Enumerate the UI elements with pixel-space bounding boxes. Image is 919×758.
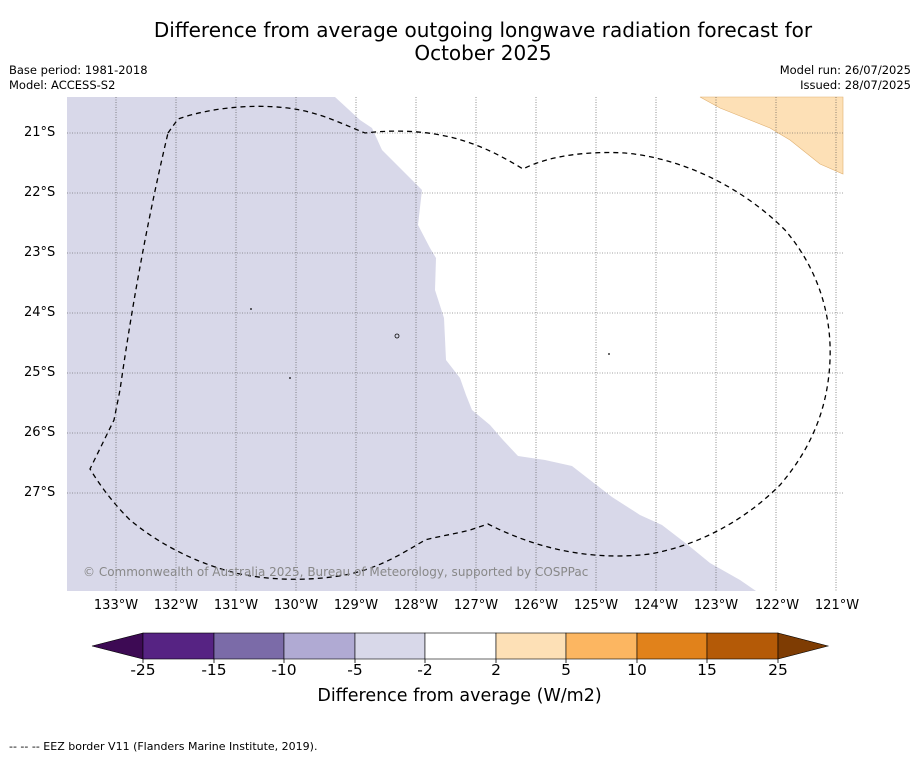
colorbar-tick-label: -5 bbox=[347, 661, 363, 679]
colorbar-segment bbox=[213, 632, 285, 660]
lon-label: 122°W bbox=[754, 598, 800, 613]
colorbar-tick-label: -10 bbox=[271, 661, 297, 679]
map-title: Difference from average outgoing longwav… bbox=[0, 19, 919, 65]
lon-label: 130°W bbox=[273, 598, 319, 613]
lat-label: 25°S bbox=[24, 365, 56, 380]
colorbar-tick-label: 5 bbox=[561, 661, 571, 679]
latitude-gridlines bbox=[67, 132, 843, 494]
lon-label: 121°W bbox=[814, 598, 860, 613]
colorbar-extend-high bbox=[777, 632, 830, 660]
lat-label: 21°S bbox=[24, 125, 56, 140]
colorbar-extend-low bbox=[91, 632, 144, 660]
copyright-notice: © Commonwealth of Australia 2025, Bureau… bbox=[83, 565, 589, 579]
lon-label: 128°W bbox=[393, 598, 439, 613]
colorbar-segment bbox=[565, 632, 638, 660]
eez-footnote: -- -- -- EEZ border V11 (Flanders Marine… bbox=[9, 740, 318, 753]
title-line-2: October 2025 bbox=[414, 41, 552, 65]
island-marker bbox=[289, 377, 291, 379]
colorbar-segment bbox=[283, 632, 356, 660]
lon-label: 127°W bbox=[453, 598, 499, 613]
title-line-1: Difference from average outgoing longwav… bbox=[153, 18, 813, 42]
colorbar-tick-label: -2 bbox=[417, 661, 433, 679]
colorbar bbox=[91, 632, 830, 660]
lon-label: 132°W bbox=[153, 598, 199, 613]
colorbar-ticks bbox=[142, 659, 779, 663]
lat-label: 24°S bbox=[24, 305, 56, 320]
issued-date: Issued: 28/07/2025 bbox=[800, 78, 911, 92]
lon-label: 133°W bbox=[93, 598, 139, 613]
lon-label: 131°W bbox=[213, 598, 259, 613]
lat-label: 23°S bbox=[24, 245, 56, 260]
model-name: Model: ACCESS-S2 bbox=[9, 78, 116, 92]
island-marker bbox=[608, 353, 610, 355]
colorbar-segment bbox=[424, 632, 497, 660]
colorbar-segment bbox=[636, 632, 708, 660]
positive-anomaly-region bbox=[699, 96, 844, 175]
colorbar-tick-label: 15 bbox=[697, 661, 717, 679]
lat-label: 27°S bbox=[24, 485, 56, 500]
colorbar-tick-label: 25 bbox=[768, 661, 788, 679]
negative-anomaly-region bbox=[67, 97, 756, 591]
meta-right: Model run: 26/07/2025 Issued: 28/07/2025 bbox=[780, 63, 911, 93]
island-marker bbox=[250, 308, 252, 310]
lat-label: 26°S bbox=[24, 425, 56, 440]
colorbar-segment bbox=[706, 632, 779, 660]
model-run: Model run: 26/07/2025 bbox=[779, 63, 911, 77]
colorbar-tick-label: -15 bbox=[201, 661, 227, 679]
colorbar-title: Difference from average (W/m2) bbox=[317, 686, 602, 706]
eez-border bbox=[89, 105, 831, 580]
colorbar-tick-label: -25 bbox=[130, 661, 156, 679]
colorbar-segment bbox=[495, 632, 567, 660]
lon-label: 123°W bbox=[693, 598, 739, 613]
base-period: Base period: 1981-2018 bbox=[9, 63, 148, 77]
lon-label: 124°W bbox=[633, 598, 679, 613]
meta-left: Base period: 1981-2018 Model: ACCESS-S2 bbox=[9, 63, 148, 93]
island-marker bbox=[394, 333, 400, 339]
colorbar-segment bbox=[354, 632, 426, 660]
lon-label: 126°W bbox=[513, 598, 559, 613]
lon-label: 125°W bbox=[573, 598, 619, 613]
lat-label: 22°S bbox=[24, 185, 56, 200]
colorbar-tick-label: 10 bbox=[627, 661, 647, 679]
colorbar-segment bbox=[142, 632, 215, 660]
lon-label: 129°W bbox=[333, 598, 379, 613]
colorbar-tick-label: 2 bbox=[491, 661, 501, 679]
